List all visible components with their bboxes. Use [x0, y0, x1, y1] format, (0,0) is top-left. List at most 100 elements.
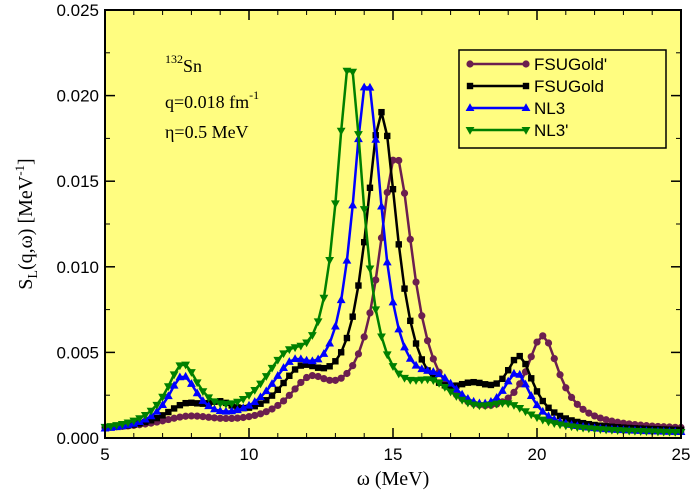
series-point — [187, 379, 196, 387]
series-point — [244, 400, 254, 409]
legend-marker — [466, 60, 474, 68]
series-point — [498, 399, 507, 408]
series-point — [297, 362, 305, 369]
series-point — [244, 392, 254, 400]
series-point — [302, 355, 311, 364]
series-point — [146, 407, 156, 416]
series-point — [302, 339, 311, 348]
series-point — [349, 362, 357, 370]
series-point — [359, 82, 369, 91]
series-point — [320, 375, 328, 383]
series-point — [384, 132, 391, 140]
series-point — [251, 411, 259, 420]
series-point — [539, 332, 547, 340]
series-point — [451, 384, 461, 393]
series-point — [325, 338, 335, 347]
series-point — [412, 278, 420, 286]
series-point — [607, 426, 617, 435]
series-point — [532, 400, 542, 409]
series-point — [412, 340, 420, 347]
series-point — [401, 285, 408, 292]
series-point — [326, 376, 334, 384]
y-axis-title-end: ] — [15, 158, 37, 165]
series-point — [499, 375, 506, 383]
x-tick-label: 15 — [384, 445, 403, 464]
series-point — [457, 389, 467, 398]
annotation-momentum-sup: -1 — [249, 88, 259, 102]
x-tick-label: 25 — [672, 445, 691, 464]
series-point — [556, 412, 564, 420]
series-point — [349, 313, 356, 320]
series-point — [273, 371, 283, 379]
series-point — [562, 415, 569, 422]
series-point — [117, 420, 127, 429]
series-point — [268, 405, 276, 413]
series-point — [378, 108, 385, 116]
series-point — [307, 332, 317, 340]
legend-item: NL3' — [465, 121, 568, 140]
y-tick-label: 0.025 — [56, 1, 99, 20]
series-point — [106, 423, 116, 431]
series-point — [187, 412, 195, 420]
series-point — [360, 333, 368, 341]
series-point — [428, 377, 438, 386]
series-point — [647, 428, 657, 437]
series-point — [343, 334, 351, 342]
series-point — [665, 428, 674, 437]
legend-marker — [466, 82, 474, 90]
series-point — [336, 295, 346, 304]
series-point — [164, 415, 172, 424]
legend-label: FSUGold — [534, 77, 604, 96]
series-point — [285, 391, 293, 399]
series-point — [446, 388, 455, 397]
series-point — [199, 413, 207, 421]
series-point — [343, 369, 351, 378]
series-point — [579, 405, 587, 413]
series-point — [158, 393, 167, 402]
annotation-nucleus: 132Sn — [165, 52, 202, 76]
annotation-momentum-text: q=0.018 fm — [165, 92, 249, 112]
series-point — [411, 360, 421, 369]
series-point — [147, 417, 155, 424]
series-point — [521, 408, 530, 417]
series-point — [228, 414, 236, 423]
series-point — [182, 399, 189, 407]
legend: FSUGold' FSUGold NL3 NL3' — [458, 49, 667, 149]
series-point — [492, 392, 502, 401]
series-point — [313, 318, 323, 327]
series-point — [406, 235, 414, 243]
series-point — [503, 376, 513, 385]
series-point — [388, 363, 398, 371]
series-point — [284, 357, 294, 365]
series-point — [158, 400, 167, 409]
series-point — [595, 426, 605, 434]
series-point — [257, 400, 264, 407]
series-point — [434, 369, 444, 378]
series-point — [290, 354, 300, 363]
series-point — [476, 379, 483, 387]
series-point — [250, 397, 260, 405]
series-point — [486, 401, 496, 410]
series-point — [608, 417, 616, 425]
series-point — [365, 82, 375, 91]
legend-item: NL3 — [465, 99, 565, 118]
series-point — [193, 400, 201, 407]
series-point — [348, 200, 358, 209]
series-point — [233, 414, 242, 422]
series-point — [400, 189, 409, 197]
series-point — [590, 425, 599, 434]
series-point — [400, 342, 409, 351]
series-point — [417, 376, 427, 385]
legend-marker — [465, 127, 475, 135]
series-point — [325, 257, 335, 265]
series-point — [198, 396, 208, 404]
series-point — [395, 156, 403, 165]
series-point — [163, 383, 173, 392]
series-point — [326, 363, 333, 370]
series-point — [188, 399, 195, 406]
x-tick-label: 20 — [528, 445, 547, 464]
y-axis-title: SL(q,ω) [MeV-1] — [12, 158, 41, 289]
series-point — [602, 416, 610, 424]
series-point — [418, 312, 426, 320]
